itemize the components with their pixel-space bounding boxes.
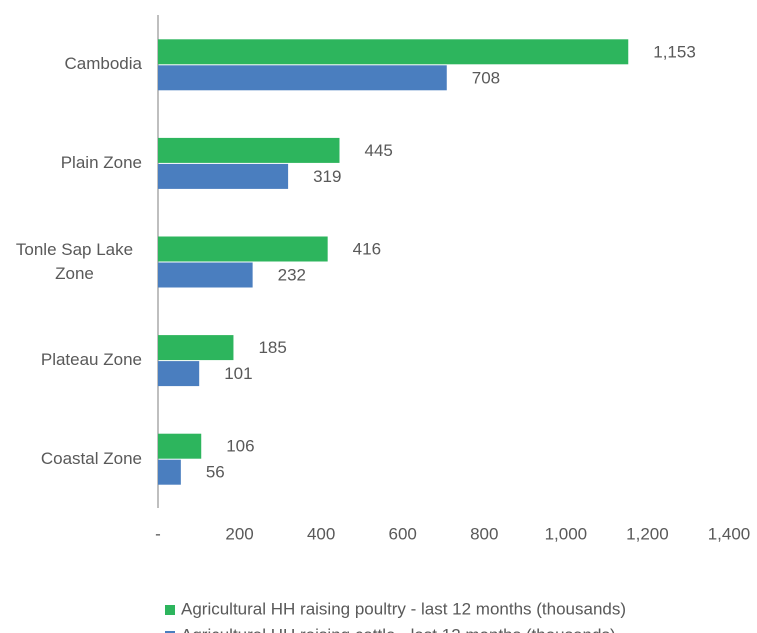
y-tick-label-box: Tonle Sap Lake Zone: [0, 238, 142, 286]
bar: [158, 335, 234, 361]
bar: [158, 433, 202, 459]
x-tick-label: 1,400: [708, 524, 751, 543]
bar: [158, 262, 253, 288]
y-tick-label: Cambodia: [64, 54, 143, 74]
y-tick-label: Plateau Zone: [40, 350, 142, 370]
y-tick-label-box: Plain Zone: [0, 151, 142, 175]
x-tick-label: 200: [225, 524, 253, 543]
bar: [158, 163, 289, 189]
bar: [158, 361, 200, 387]
data-label: 106: [226, 437, 254, 456]
x-tick-label: 400: [307, 524, 335, 543]
bar: [158, 459, 181, 485]
data-label: 416: [353, 239, 381, 258]
legend-label: Agricultural HH raising poultry - last 1…: [181, 599, 626, 618]
y-tick-label-box: Cambodia: [0, 52, 143, 76]
data-label: 56: [206, 463, 225, 482]
legend-label: Agricultural HH raising cattle - last 12…: [181, 625, 616, 633]
data-label: 185: [258, 338, 286, 357]
bar: [158, 137, 340, 163]
bar: [158, 39, 629, 65]
y-tick-label-box: Coastal Zone: [0, 447, 142, 471]
bar: [158, 236, 328, 262]
data-label: 232: [278, 265, 306, 284]
bar: [158, 65, 447, 91]
y-tick-label: Tonle Sap Lake Zone: [15, 239, 134, 283]
x-tick-label: 600: [389, 524, 417, 543]
y-tick-label: Coastal Zone: [40, 448, 142, 468]
x-tick-label: -: [155, 524, 161, 543]
x-tick-label: 1,200: [626, 524, 669, 543]
legend-swatch: [165, 605, 175, 615]
data-label: 708: [472, 68, 500, 87]
legend-swatch: [165, 631, 175, 633]
data-label: 101: [224, 364, 252, 383]
x-tick-label: 800: [470, 524, 498, 543]
data-label: 445: [364, 141, 392, 160]
y-tick-label: Plain Zone: [60, 152, 142, 172]
x-tick-label: 1,000: [545, 524, 588, 543]
data-label: 319: [313, 167, 341, 186]
data-label: 1,153: [653, 42, 696, 61]
y-tick-label-box: Plateau Zone: [0, 348, 142, 372]
